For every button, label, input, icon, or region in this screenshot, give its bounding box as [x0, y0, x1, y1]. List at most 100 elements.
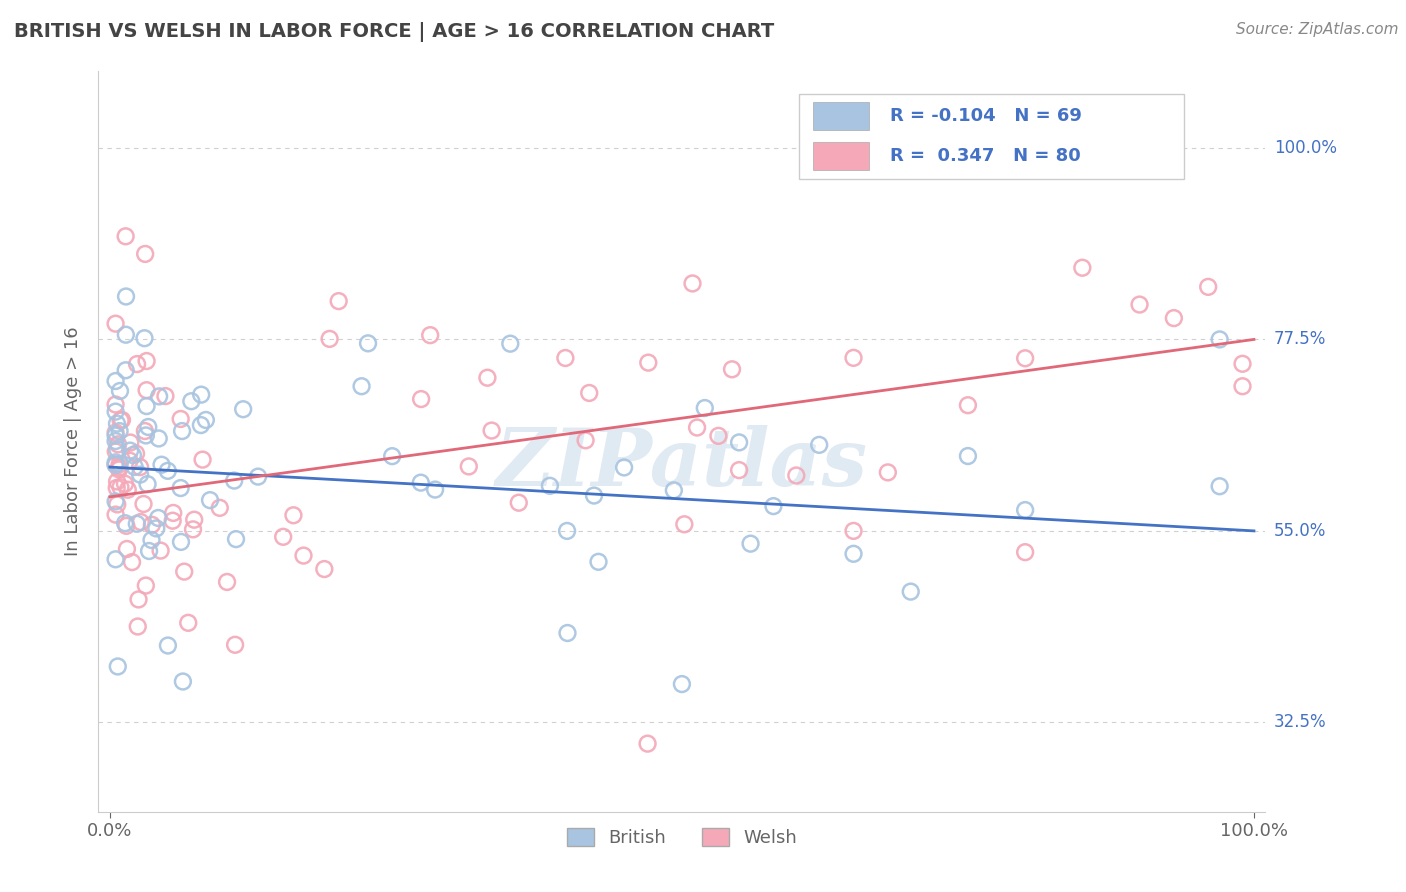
- Point: [1014, 545, 1036, 559]
- Point: [190, 387, 212, 401]
- Text: 77.5%: 77.5%: [1274, 330, 1326, 349]
- Point: [162, 514, 184, 528]
- Point: [740, 536, 762, 550]
- Point: [108, 462, 131, 476]
- FancyBboxPatch shape: [799, 94, 1184, 178]
- Point: [555, 524, 578, 538]
- Point: [118, 453, 141, 467]
- Point: [125, 357, 148, 371]
- Point: [172, 674, 194, 689]
- Point: [215, 574, 238, 589]
- Point: [120, 443, 142, 458]
- Text: 100.0%: 100.0%: [1274, 139, 1337, 157]
- Point: [208, 500, 231, 515]
- Point: [110, 480, 132, 494]
- Point: [183, 513, 205, 527]
- Point: [124, 459, 146, 474]
- Text: R = -0.104   N = 69: R = -0.104 N = 69: [890, 107, 1081, 125]
- Point: [574, 434, 596, 448]
- Point: [104, 455, 127, 469]
- Point: [419, 328, 441, 343]
- Point: [1208, 333, 1230, 347]
- Point: [956, 398, 979, 412]
- Point: [1163, 141, 1185, 155]
- Point: [107, 659, 129, 673]
- Point: [1232, 357, 1254, 371]
- Point: [115, 541, 138, 556]
- Point: [808, 438, 831, 452]
- Point: [120, 435, 142, 450]
- Point: [1128, 297, 1150, 311]
- Point: [637, 356, 659, 370]
- Point: [104, 552, 127, 566]
- Point: [956, 449, 979, 463]
- Point: [728, 463, 751, 477]
- Point: [232, 402, 254, 417]
- Point: [162, 506, 184, 520]
- Point: [671, 677, 693, 691]
- Point: [170, 535, 193, 549]
- Text: R =  0.347   N = 80: R = 0.347 N = 80: [890, 147, 1080, 165]
- Point: [842, 524, 865, 538]
- Point: [104, 494, 127, 508]
- Point: [148, 389, 170, 403]
- Point: [104, 458, 127, 472]
- Point: [457, 459, 479, 474]
- Point: [173, 565, 195, 579]
- Point: [105, 417, 128, 431]
- Point: [283, 508, 305, 523]
- Point: [169, 412, 191, 426]
- Point: [224, 474, 246, 488]
- Point: [169, 481, 191, 495]
- Point: [785, 468, 807, 483]
- Point: [114, 229, 136, 244]
- Point: [538, 479, 561, 493]
- Point: [499, 336, 522, 351]
- Point: [115, 519, 138, 533]
- Point: [121, 555, 143, 569]
- Point: [135, 399, 157, 413]
- Point: [225, 532, 247, 546]
- Point: [707, 429, 730, 443]
- Point: [108, 458, 131, 472]
- Text: 55.0%: 55.0%: [1274, 522, 1326, 540]
- Point: [682, 277, 704, 291]
- Text: ZIPatlas: ZIPatlas: [496, 425, 868, 502]
- Point: [409, 475, 432, 490]
- Point: [842, 351, 865, 365]
- Point: [350, 379, 373, 393]
- Point: [125, 447, 148, 461]
- Point: [637, 737, 659, 751]
- Point: [728, 435, 751, 450]
- Point: [155, 389, 177, 403]
- Point: [686, 420, 709, 434]
- Point: [411, 392, 433, 406]
- Point: [1232, 379, 1254, 393]
- Point: [1014, 351, 1036, 366]
- Point: [104, 428, 127, 442]
- Point: [673, 517, 696, 532]
- Point: [141, 517, 163, 532]
- Point: [114, 476, 136, 491]
- Point: [129, 467, 152, 482]
- Point: [693, 401, 716, 415]
- Point: [172, 424, 194, 438]
- FancyBboxPatch shape: [813, 142, 869, 170]
- Point: [1071, 260, 1094, 275]
- Point: [122, 448, 145, 462]
- Point: [108, 384, 131, 398]
- Point: [357, 336, 380, 351]
- Point: [129, 460, 152, 475]
- Point: [148, 432, 170, 446]
- Point: [104, 434, 127, 448]
- Point: [115, 289, 138, 303]
- Point: [328, 294, 350, 309]
- Point: [104, 404, 127, 418]
- Point: [477, 370, 499, 384]
- Point: [114, 363, 136, 377]
- Point: [198, 493, 221, 508]
- Point: [190, 418, 212, 433]
- Point: [762, 499, 785, 513]
- Point: [104, 458, 127, 472]
- Point: [105, 497, 128, 511]
